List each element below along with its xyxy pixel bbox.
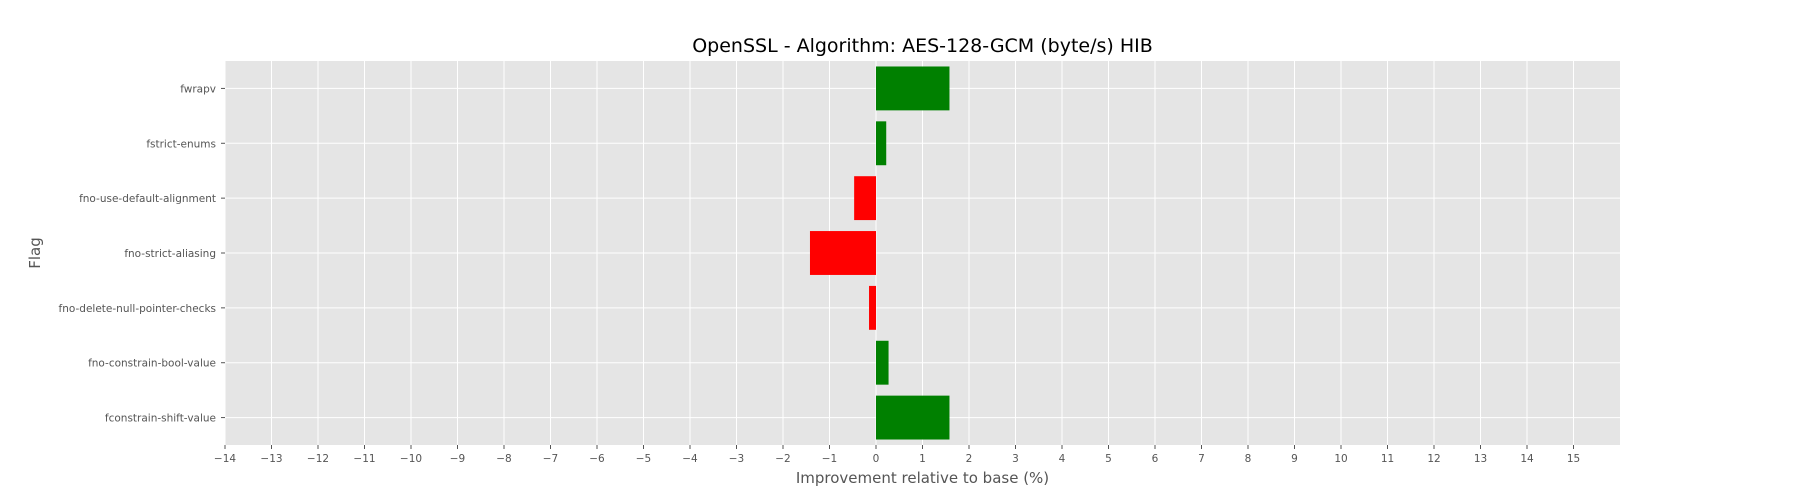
x-tick-label: 2 bbox=[966, 453, 973, 465]
x-tick-label: −7 bbox=[543, 453, 558, 465]
x-tick-label: −12 bbox=[307, 453, 329, 465]
x-tick-label: −5 bbox=[636, 453, 651, 465]
y-tick-label: fno-use-default-alignment bbox=[79, 193, 216, 205]
x-tick-label: 12 bbox=[1427, 453, 1440, 465]
x-tick-label: −4 bbox=[682, 453, 698, 465]
x-tick-label: 10 bbox=[1334, 453, 1347, 465]
x-tick-label: 13 bbox=[1474, 453, 1487, 465]
x-tick-label: 6 bbox=[1152, 453, 1159, 465]
bar-fstrict-enums bbox=[876, 121, 887, 166]
y-tick-label: fstrict-enums bbox=[146, 138, 216, 150]
bar-fno-constrain-bool-value bbox=[876, 340, 889, 385]
bars-group bbox=[809, 66, 950, 440]
x-axis-label: Improvement relative to base (%) bbox=[796, 469, 1049, 487]
x-tick-label: 3 bbox=[1012, 453, 1019, 465]
bar-fconstrain-shift-value bbox=[876, 395, 950, 440]
y-tick-label: fwrapv bbox=[180, 83, 216, 95]
x-tick-label: −9 bbox=[450, 453, 465, 465]
x-tick-label: −14 bbox=[214, 453, 236, 465]
x-tick-label: −6 bbox=[589, 453, 605, 465]
x-tick-label: 0 bbox=[873, 453, 880, 465]
x-tick-label: −13 bbox=[260, 453, 282, 465]
chart-title: OpenSSL - Algorithm: AES-128-GCM (byte/s… bbox=[692, 35, 1153, 57]
x-tick-label: 15 bbox=[1567, 453, 1580, 465]
x-tick-label: 14 bbox=[1520, 453, 1534, 465]
x-axis-ticks: −14 −13 −12 −11 −10 −9 −8 −7 −6 −5 −4 −3 −2 −1 0 1 2 3 4 5 6… bbox=[214, 445, 1580, 465]
x-tick-label: 8 bbox=[1245, 453, 1252, 465]
x-tick-label: 5 bbox=[1105, 453, 1112, 465]
bar-fno-use-default-alignment bbox=[854, 176, 876, 221]
x-tick-label: 9 bbox=[1291, 453, 1298, 465]
y-axis-label: Flag bbox=[26, 237, 44, 269]
bar-fno-delete-null-pointer-checks bbox=[869, 285, 876, 330]
x-tick-label: 11 bbox=[1381, 453, 1394, 465]
x-tick-label: −3 bbox=[729, 453, 744, 465]
bar-fno-strict-aliasing bbox=[809, 231, 876, 275]
x-tick-label: −2 bbox=[775, 453, 790, 465]
x-tick-label: −1 bbox=[822, 453, 837, 465]
x-tick-label: 7 bbox=[1198, 453, 1205, 465]
y-tick-label: fno-constrain-bool-value bbox=[88, 358, 216, 370]
x-tick-label: −11 bbox=[353, 453, 375, 465]
y-tick-label: fconstrain-shift-value bbox=[105, 413, 216, 425]
x-tick-label: 4 bbox=[1059, 453, 1066, 465]
bar-fwrapv bbox=[876, 66, 950, 111]
grid-lines bbox=[224, 61, 1620, 445]
y-axis-ticks: fwrapv fstrict-enums fno-use-default-align… bbox=[59, 83, 225, 425]
x-tick-label: 1 bbox=[919, 453, 926, 465]
x-tick-label: −8 bbox=[496, 453, 511, 465]
y-tick-label: fno-strict-aliasing bbox=[124, 248, 216, 260]
x-tick-label: −10 bbox=[400, 453, 422, 465]
y-tick-label: fno-delete-null-pointer-checks bbox=[59, 303, 216, 315]
